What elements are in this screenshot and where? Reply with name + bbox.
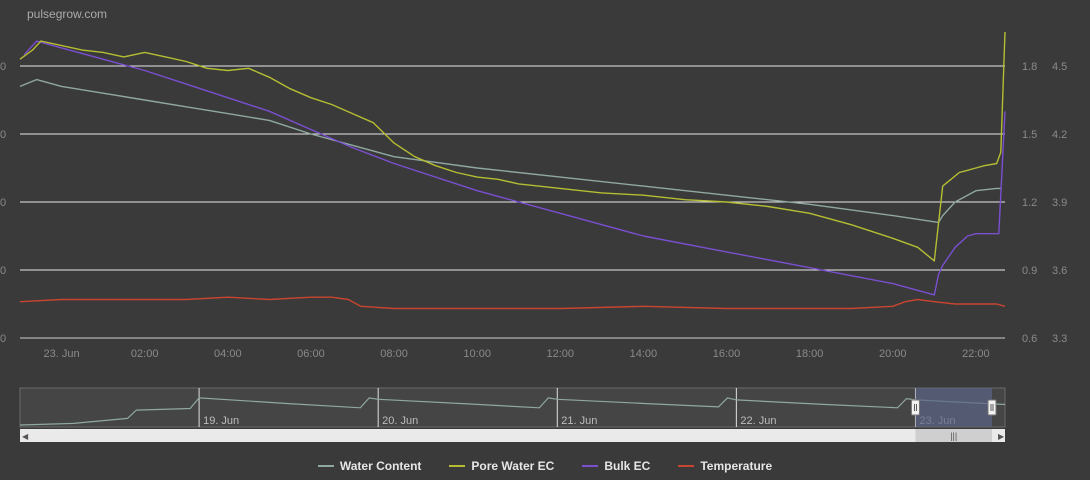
legend: Water Content Pore Water EC Bulk EC Temp… [0, 456, 1090, 476]
x-axis: 23. Jun 02:00 04:00 06:00 08:00 10:00 12:00 14:… [44, 348, 990, 360]
navigator-selection [915, 388, 992, 427]
y-tick-label-temp: 3.6 [1052, 265, 1067, 277]
navigator-handle-left[interactable] [910, 399, 920, 416]
scrollbar[interactable]: ||| ◀ ▶ [20, 429, 1005, 442]
navigator-series [19, 397, 1006, 426]
x-tick-label: 20:00 [879, 348, 907, 360]
navigator-day-label: 19. Jun [203, 415, 239, 427]
y-tick-label-left: 0 [0, 197, 6, 209]
y-axis-left: 0 0 0 0 0 [0, 61, 6, 345]
temperature-line [19, 296, 1006, 310]
scroll-left-arrow-icon[interactable]: ◀ [22, 432, 29, 441]
y-tick-label-left: 0 [0, 333, 6, 345]
y-tick-label-temp: 3.9 [1052, 197, 1067, 209]
legend-swatch-temperature [678, 465, 695, 467]
x-tick-label: 16:00 [713, 348, 741, 360]
legend-label-bulk-ec: Bulk EC [604, 459, 651, 473]
x-tick-label: 14:00 [630, 348, 658, 360]
navigator-day-label: 22. Jun [740, 415, 776, 427]
legend-item-water-content[interactable]: Water Content [317, 459, 422, 473]
y-tick-label-left: 0 [0, 265, 6, 277]
navigator-day-label: 21. Jun [561, 415, 597, 427]
y-tick-label-left: 0 [0, 129, 6, 141]
x-tick-label: 23. Jun [44, 348, 80, 360]
legend-label-pore-water-ec: Pore Water EC [471, 459, 555, 473]
scrollbar-thumb[interactable] [915, 429, 992, 442]
y-tick-label-ec: 1.2 [1022, 197, 1037, 209]
legend-item-bulk-ec[interactable]: Bulk EC [582, 459, 650, 473]
bulk-ec-line [23, 40, 1006, 296]
y-tick-label-temp: 3.3 [1052, 333, 1067, 345]
legend-swatch-bulk-ec [582, 465, 599, 467]
navigator-day-label: 20. Jun [382, 415, 418, 427]
x-tick-label: 18:00 [796, 348, 824, 360]
scrollbar-grip: ||| [950, 431, 957, 441]
legend-item-pore-water-ec[interactable]: Pore Water EC [449, 459, 554, 473]
y-axis-right-ec: 0.6 0.9 1.2 1.5 1.8 [1022, 61, 1037, 345]
y-axis-right-temp: 3.3 3.6 3.9 4.2 4.5 [1052, 61, 1067, 345]
legend-label-temperature: Temperature [700, 459, 773, 473]
y-tick-label-temp: 4.5 [1052, 61, 1067, 73]
y-tick-label-ec: 1.5 [1022, 129, 1037, 141]
x-tick-label: 08:00 [380, 348, 408, 360]
scroll-right-arrow-icon[interactable]: ▶ [998, 432, 1005, 441]
x-tick-label: 22:00 [962, 348, 990, 360]
legend-label-water-content: Water Content [339, 459, 422, 473]
credit-label[interactable]: pulsegrow.com [27, 7, 107, 21]
water-content-line [19, 78, 1001, 224]
y-tick-label-ec: 1.8 [1022, 61, 1037, 73]
y-tick-label-temp: 4.2 [1052, 129, 1067, 141]
scrollbar-track [20, 429, 1005, 442]
legend-item-temperature[interactable]: Temperature [678, 459, 772, 473]
navigator-handle-right[interactable] [987, 399, 997, 416]
grid-lines [20, 65, 1005, 339]
x-tick-label: 02:00 [131, 348, 159, 360]
plot-series [19, 31, 1006, 310]
x-tick-label: 04:00 [214, 348, 242, 360]
x-tick-label: 06:00 [297, 348, 325, 360]
legend-swatch-water-content [317, 465, 334, 467]
y-tick-label-ec: 0.6 [1022, 333, 1037, 345]
pore-water-ec-line [19, 31, 1006, 262]
x-tick-label: 10:00 [463, 348, 491, 360]
y-tick-label-ec: 0.9 [1022, 265, 1037, 277]
x-tick-label: 12:00 [547, 348, 575, 360]
legend-swatch-pore-water-ec [449, 465, 466, 467]
y-tick-label-left: 0 [0, 61, 6, 73]
navigator-area [19, 387, 1006, 428]
